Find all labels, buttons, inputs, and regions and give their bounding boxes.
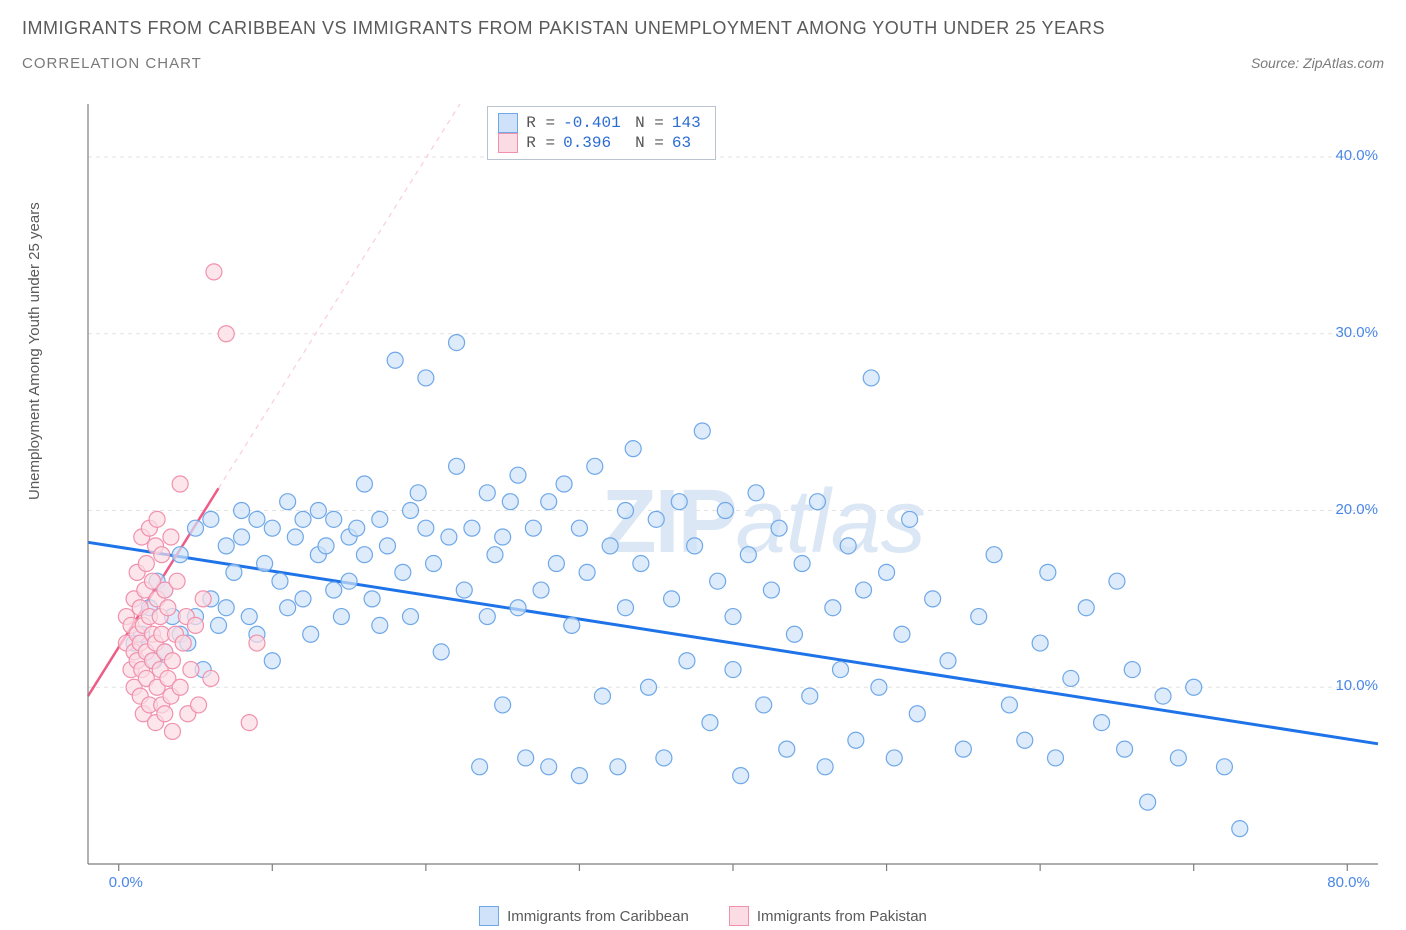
- source-prefix: Source:: [1251, 55, 1303, 71]
- bottom-legend: Immigrants from Caribbean Immigrants from…: [0, 906, 1406, 926]
- legend-label: Immigrants from Pakistan: [757, 908, 927, 925]
- legend-swatch: [729, 906, 749, 926]
- legend-label: Immigrants from Caribbean: [507, 908, 689, 925]
- n-value: 143: [672, 114, 701, 132]
- source-label: Source: ZipAtlas.com: [1251, 55, 1384, 71]
- chart-subtitle: CORRELATION CHART: [22, 55, 202, 72]
- legend-swatch: [498, 113, 518, 133]
- legend-swatch: [498, 133, 518, 153]
- n-value: 63: [672, 134, 691, 152]
- chart-area: ZIPatlas 10.0% 20.0% 30.0% 40.0% 0.0% 80.0% R …: [68, 104, 1390, 894]
- legend-swatch: [479, 906, 499, 926]
- y-tick-label: 20.0%: [1335, 501, 1378, 518]
- y-tick-label: 10.0%: [1335, 677, 1378, 694]
- r-label: R =: [526, 114, 555, 132]
- legend-item: Immigrants from Pakistan: [729, 906, 927, 926]
- source-name: ZipAtlas.com: [1303, 55, 1384, 71]
- chart-title: IMMIGRANTS FROM CARIBBEAN VS IMMIGRANTS …: [22, 18, 1384, 39]
- correlation-box: R = -0.401 N = 143 R = 0.396 N = 63: [487, 106, 715, 160]
- legend-item: Immigrants from Caribbean: [479, 906, 689, 926]
- correlation-row: R = -0.401 N = 143: [498, 113, 700, 133]
- y-tick-label: 30.0%: [1335, 324, 1378, 341]
- r-value: 0.396: [563, 134, 627, 152]
- x-tick-label: 80.0%: [1327, 874, 1370, 891]
- r-label: R =: [526, 134, 555, 152]
- y-axis-title: Unemployment Among Youth under 25 years: [26, 202, 43, 500]
- r-value: -0.401: [563, 114, 627, 132]
- scatter-plot: ZIPatlas: [68, 104, 1390, 894]
- correlation-row: R = 0.396 N = 63: [498, 133, 700, 153]
- n-label: N =: [635, 114, 664, 132]
- x-tick-label: 0.0%: [109, 874, 143, 891]
- n-label: N =: [635, 134, 664, 152]
- y-tick-label: 40.0%: [1335, 147, 1378, 164]
